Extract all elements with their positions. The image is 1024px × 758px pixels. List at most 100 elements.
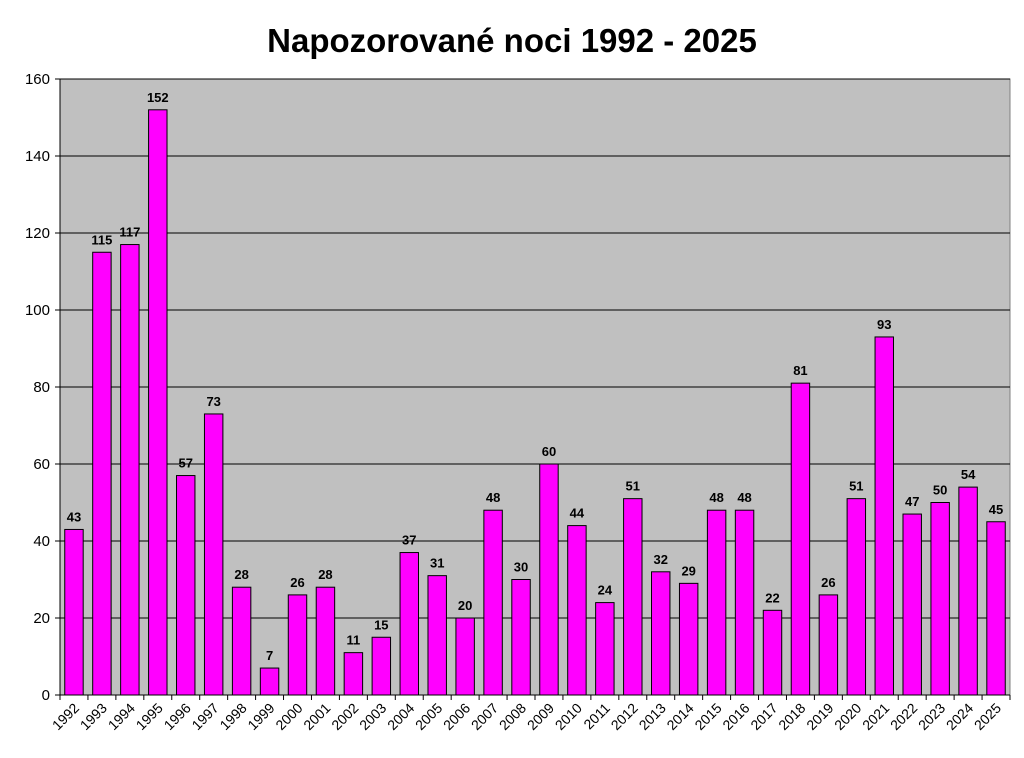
- bar: [64, 528, 84, 696]
- data-label: 47: [905, 494, 919, 509]
- x-tick-label: 1995: [133, 700, 166, 733]
- x-tick-label: 2024: [943, 700, 976, 733]
- x-tick-label: 2006: [440, 700, 473, 733]
- data-label: 115: [91, 232, 112, 247]
- x-tick-label: 2002: [328, 700, 361, 733]
- data-label: 48: [709, 490, 723, 505]
- bar: [706, 509, 727, 696]
- bar: [902, 513, 922, 696]
- y-tick-label: 40: [33, 533, 50, 550]
- data-label: 73: [206, 394, 220, 409]
- data-label: 7: [266, 648, 273, 663]
- data-label: 60: [542, 444, 556, 459]
- bar: [343, 652, 364, 696]
- data-label: 28: [318, 567, 332, 582]
- x-tick-label: 1997: [188, 700, 221, 733]
- data-label: 48: [737, 490, 751, 505]
- bar: [315, 586, 336, 696]
- x-tick-label: 2025: [971, 700, 1004, 733]
- bar: [567, 525, 587, 696]
- bar: [259, 667, 280, 696]
- y-tick-label: 160: [25, 71, 50, 88]
- bar: [678, 582, 699, 696]
- data-label: 28: [234, 567, 248, 582]
- data-label: 30: [514, 560, 528, 575]
- x-tick-label: 1998: [216, 700, 249, 733]
- bar: [231, 586, 252, 696]
- x-tick-label: 2003: [356, 700, 389, 733]
- bar: [986, 521, 1006, 696]
- y-tick-label: 80: [33, 379, 50, 396]
- bar: [371, 636, 392, 696]
- bar: [287, 594, 308, 696]
- data-label: 20: [458, 598, 472, 613]
- x-tick-label: 1996: [161, 700, 194, 733]
- bar: [958, 486, 978, 696]
- data-label: 57: [179, 456, 193, 471]
- chart-title: Napozorované noci 1992 - 2025: [267, 22, 757, 59]
- bar: [455, 617, 475, 696]
- bar: [176, 475, 196, 696]
- y-tick-label: 140: [25, 148, 50, 165]
- data-label: 11: [347, 633, 361, 648]
- x-tick-label: 1994: [105, 700, 138, 733]
- bar: [846, 498, 867, 696]
- x-tick-label: 2004: [384, 700, 417, 733]
- bar: [203, 413, 224, 696]
- bar: [539, 463, 559, 696]
- data-label: 37: [402, 533, 416, 548]
- bar: [483, 509, 503, 696]
- data-label: 44: [570, 506, 585, 521]
- data-label: 51: [626, 479, 640, 494]
- data-label: 22: [765, 590, 779, 605]
- data-label: 48: [486, 490, 500, 505]
- x-tick-label: 2011: [580, 700, 613, 733]
- x-tick-label: 2016: [719, 700, 752, 733]
- x-tick-label: 2000: [272, 700, 305, 733]
- x-tick-label: 2007: [468, 700, 501, 733]
- data-label: 45: [989, 502, 1003, 517]
- data-label: 26: [290, 575, 304, 590]
- x-tick-label: 2012: [608, 700, 641, 733]
- x-tick-label: 2023: [915, 700, 948, 733]
- data-label: 51: [849, 479, 863, 494]
- data-label: 50: [933, 483, 947, 498]
- x-tick-label: 2022: [887, 700, 920, 733]
- bar: [120, 244, 140, 696]
- bar: [874, 336, 894, 696]
- y-tick-label: 60: [33, 456, 50, 473]
- x-tick-label: 2017: [747, 700, 780, 733]
- x-tick-label: 2009: [524, 700, 557, 733]
- x-tick-label: 1992: [49, 700, 82, 733]
- bar: [734, 509, 755, 696]
- data-label: 93: [877, 317, 891, 332]
- x-tick-label: 2001: [300, 700, 333, 733]
- bar: [651, 571, 671, 696]
- data-label: 31: [430, 556, 444, 571]
- x-tick-label: 2008: [496, 700, 529, 733]
- x-tick-label: 2015: [691, 700, 724, 733]
- data-label: 117: [119, 225, 140, 240]
- bar: [623, 498, 643, 696]
- data-label: 81: [793, 363, 807, 378]
- x-tick-label: 1993: [77, 700, 110, 733]
- data-label: 32: [654, 552, 668, 567]
- data-label: 29: [681, 563, 695, 578]
- y-tick-label: 120: [25, 225, 50, 242]
- x-tick-label: 2014: [663, 700, 696, 733]
- bar: [92, 251, 112, 696]
- x-tick-label: 2018: [775, 700, 808, 733]
- bar: [511, 579, 531, 696]
- data-label: 54: [961, 467, 976, 482]
- data-label: 26: [821, 575, 835, 590]
- y-tick-label: 20: [33, 610, 50, 627]
- data-label: 15: [374, 617, 388, 632]
- bar: [148, 109, 168, 696]
- data-label: 43: [67, 509, 81, 524]
- bar: [930, 502, 950, 696]
- bar: [818, 594, 839, 696]
- bar: [595, 602, 615, 696]
- x-tick-label: 1999: [244, 700, 277, 733]
- x-tick-label: 2010: [552, 700, 585, 733]
